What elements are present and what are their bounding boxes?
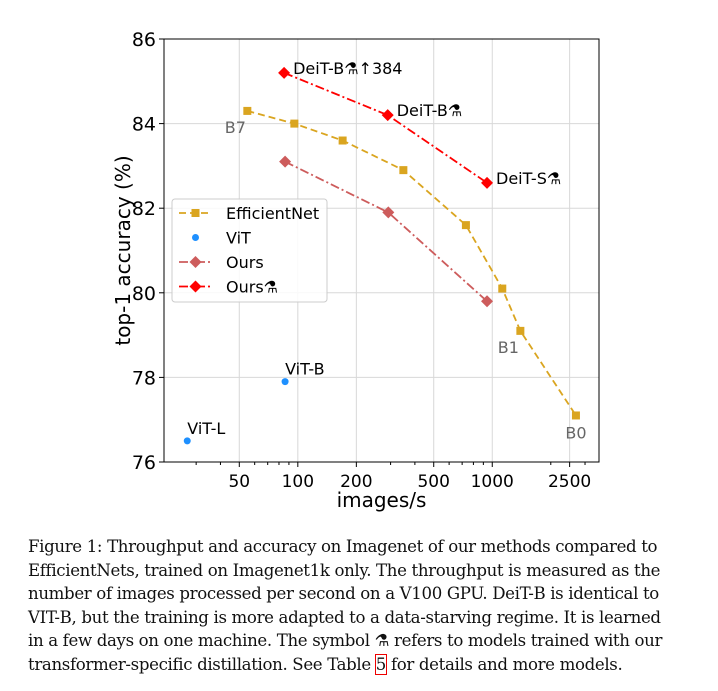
annotation-label: ViT-L bbox=[187, 419, 225, 438]
y-axis-label: top-1 accuracy (%) bbox=[111, 155, 135, 345]
legend-box bbox=[171, 198, 328, 303]
legend-marker bbox=[189, 280, 202, 293]
annotation-label: DeiT-B⚗ bbox=[397, 101, 462, 120]
caption-line: in a few days on one machine. The symbol… bbox=[28, 631, 663, 650]
data-point bbox=[481, 295, 494, 308]
x-tick-label: 50 bbox=[228, 472, 250, 492]
data-point bbox=[281, 378, 289, 386]
caption-line: transformer-specific distillation. See T… bbox=[28, 653, 708, 675]
data-point bbox=[399, 166, 408, 175]
legend-marker bbox=[192, 234, 199, 241]
series-efficientnet bbox=[243, 106, 580, 420]
series-line bbox=[283, 72, 488, 184]
y-tick-label: 86 bbox=[132, 29, 156, 51]
series-vit bbox=[183, 378, 289, 445]
caption-text: transformer-specific distillation. See T… bbox=[28, 654, 376, 674]
caption-line: EfficientNets, trained on Imagenet1k onl… bbox=[28, 560, 661, 580]
data-point bbox=[571, 411, 580, 420]
annotation-label: DeiT-B⚗↑384 bbox=[293, 59, 402, 78]
legend-label: EfficientNet bbox=[226, 204, 319, 223]
x-tick-label: 500 bbox=[417, 472, 449, 492]
data-point bbox=[278, 66, 291, 79]
x-tick-label: 1000 bbox=[471, 472, 514, 492]
legend-label: Ours⚗ bbox=[226, 278, 278, 297]
plot-frame bbox=[163, 38, 600, 463]
data-point bbox=[498, 284, 507, 293]
y-tick-label: 78 bbox=[132, 367, 156, 389]
table-reference-link[interactable]: 5 bbox=[374, 653, 388, 675]
x-tick-label: 2500 bbox=[548, 472, 591, 492]
legend-marker bbox=[191, 209, 200, 217]
data-point bbox=[290, 119, 299, 128]
data-point bbox=[516, 326, 525, 335]
series-ours bbox=[279, 155, 494, 308]
data-point bbox=[481, 176, 494, 189]
annotation-label: DeiT-S⚗ bbox=[496, 169, 561, 188]
x-tick-label: 100 bbox=[282, 472, 314, 492]
annotation-label: B7 bbox=[225, 118, 246, 137]
series-ours bbox=[278, 66, 494, 189]
series-line bbox=[247, 110, 577, 416]
caption-text: for details and more models. bbox=[386, 654, 623, 674]
y-tick-label: 82 bbox=[132, 198, 156, 220]
x-axis-label: images/s bbox=[337, 488, 427, 512]
data-point bbox=[183, 437, 191, 445]
data-point bbox=[338, 136, 347, 145]
annotation-label: B0 bbox=[565, 423, 586, 442]
y-tick-label: 76 bbox=[132, 452, 156, 474]
annotation-label: B1 bbox=[498, 338, 519, 357]
annotation-label: ViT-B bbox=[285, 360, 325, 379]
y-tick-label: 84 bbox=[132, 114, 156, 136]
data-point bbox=[461, 221, 470, 230]
legend-marker bbox=[189, 256, 202, 268]
data-point bbox=[279, 155, 292, 168]
y-tick-label: 80 bbox=[132, 283, 156, 305]
caption-line: Figure 1: Throughput and accuracy on Ima… bbox=[28, 537, 658, 556]
caption-line: VIT-B, but the training is more adapted … bbox=[28, 607, 661, 627]
data-point bbox=[381, 109, 394, 122]
legend-label: ViT bbox=[226, 229, 251, 248]
data-point bbox=[382, 206, 395, 219]
data-point bbox=[243, 106, 252, 115]
caption-line: number of images processed per second on… bbox=[28, 584, 659, 603]
legend: EfficientNet ViT Ours Ours⚗ bbox=[171, 198, 328, 303]
chart: 50 100 200 500 1000 2500 76 78 80 82 84 86 images/s t… bbox=[111, 29, 600, 512]
x-tick-label: 200 bbox=[340, 472, 372, 492]
legend-label: Ours bbox=[226, 253, 264, 272]
